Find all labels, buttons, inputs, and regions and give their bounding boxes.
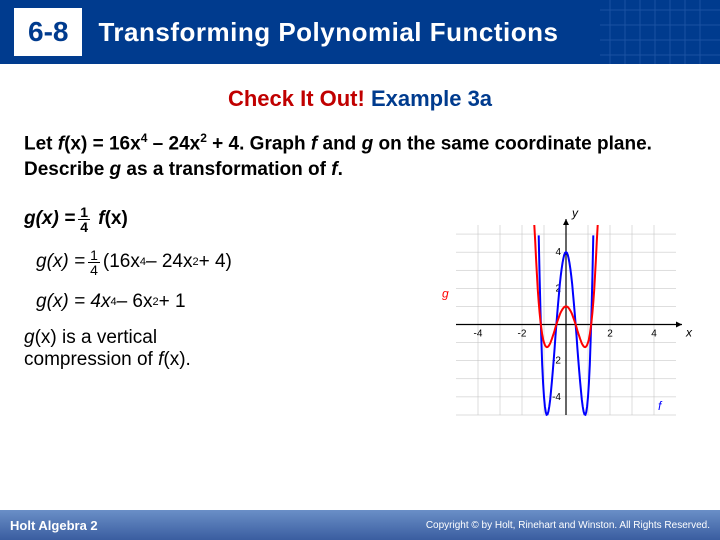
steps: g(x) = 14 f(x) g(x) = 14 (16x4 – 24x2 + … [24, 205, 428, 440]
svg-text:4: 4 [555, 247, 561, 258]
transformation-description: g(x) is a vertical compression of f(x). [24, 327, 428, 371]
svg-text:y: y [571, 206, 579, 220]
svg-text:-2: -2 [518, 328, 527, 339]
header-grid-deco [600, 0, 720, 64]
step-3: g(x) = 4x4 – 6x2 + 1 [24, 291, 428, 313]
subtitle-part1: Check It Out! [228, 86, 365, 111]
subtitle: Check It Out! Example 3a [0, 86, 720, 112]
svg-text:2: 2 [607, 328, 613, 339]
svg-text:4: 4 [651, 328, 657, 339]
lesson-number-badge: 6-8 [14, 8, 82, 56]
svg-text:g: g [442, 286, 449, 300]
step-2: g(x) = 14 (16x4 – 24x2 + 4) [24, 248, 428, 277]
graph: -4-224-4-224xyfg [436, 205, 696, 440]
fraction-icon: 14 [78, 205, 90, 234]
book-title: Holt Algebra 2 [10, 518, 98, 533]
copyright: Copyright © by Holt, Rinehart and Winsto… [426, 520, 710, 531]
svg-text:x: x [685, 325, 693, 339]
fraction-icon: 14 [88, 248, 100, 277]
lesson-title: Transforming Polynomial Functions [98, 17, 558, 48]
work-area: g(x) = 14 f(x) g(x) = 14 (16x4 – 24x2 + … [24, 205, 696, 440]
step-1: g(x) = 14 f(x) [24, 205, 428, 234]
footer: Holt Algebra 2 Copyright © by Holt, Rine… [0, 510, 720, 540]
svg-text:-4: -4 [552, 392, 561, 403]
content: Let f(x) = 16x4 – 24x2 + 4. Graph f and … [0, 112, 720, 440]
subtitle-part2: Example 3a [371, 86, 492, 111]
problem-prompt: Let f(x) = 16x4 – 24x2 + 4. Graph f and … [24, 130, 696, 183]
header: 6-8 Transforming Polynomial Functions [0, 0, 720, 64]
coordinate-plane: -4-224-4-224xyfg [436, 205, 696, 435]
svg-text:-4: -4 [474, 328, 483, 339]
